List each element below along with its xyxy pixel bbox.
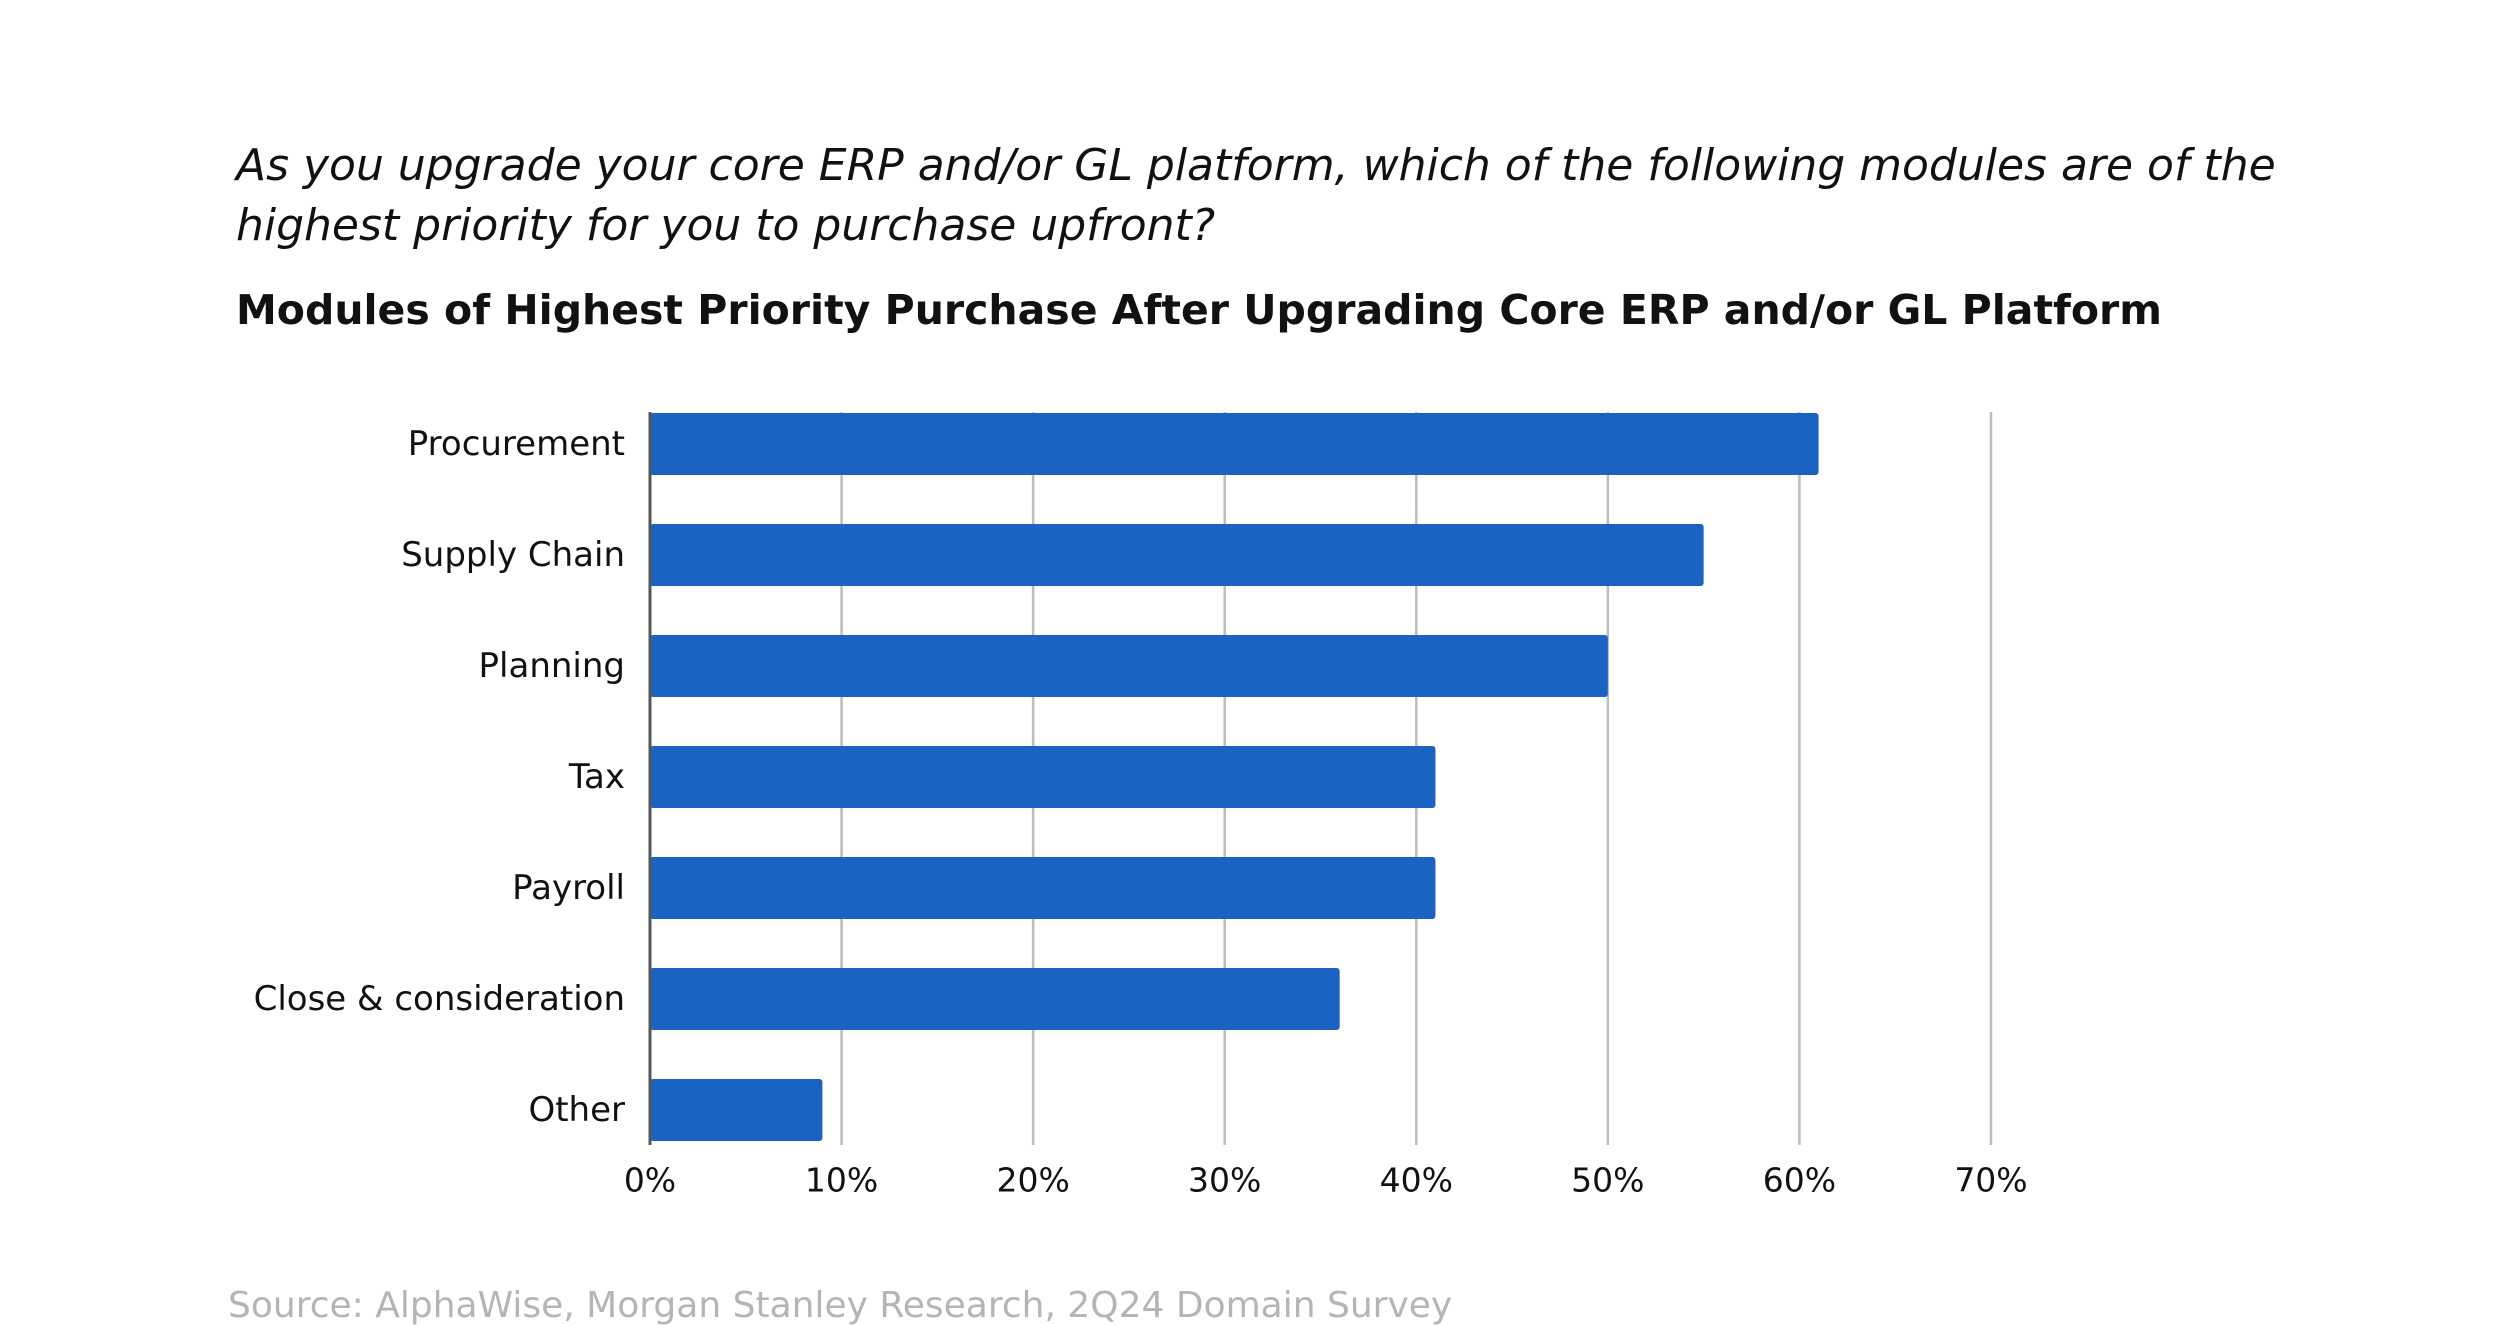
bar-tax [650, 746, 1436, 808]
survey-question: As you upgrade your core ERP and/or GL p… [236, 140, 2276, 251]
category-label: Other [528, 1090, 625, 1130]
chart-title: Modules of Highest Priority Purchase Aft… [236, 286, 2162, 334]
x-tick-label: 0% [624, 1161, 676, 1200]
category-label: Close & consideration [254, 979, 625, 1019]
x-tick-label: 60% [1763, 1161, 1836, 1200]
bar-supply-chain [650, 524, 1704, 586]
x-tick-label: 70% [1954, 1161, 2027, 1200]
category-label: Payroll [512, 868, 625, 908]
x-tick-labels: 0% 10% 20% 30% 40% 50% 60% 70% [624, 1161, 2028, 1200]
source-note: Source: AlphaWise, Morgan Stanley Resear… [228, 1285, 1453, 1326]
x-tick-label: 30% [1188, 1161, 1261, 1200]
bar-close-consideration [650, 968, 1340, 1030]
x-tick-label: 10% [805, 1161, 878, 1200]
bars [650, 413, 1819, 1141]
bar-procurement [650, 413, 1819, 475]
category-label: Planning [479, 646, 625, 686]
bar-planning [650, 635, 1608, 697]
bar-payroll [650, 857, 1436, 919]
x-tick-label: 50% [1571, 1161, 1644, 1200]
bar-other [650, 1079, 823, 1141]
category-label: Tax [568, 757, 625, 797]
category-label: Procurement [408, 424, 625, 464]
x-tick-label: 20% [996, 1161, 1069, 1200]
category-label: Supply Chain [401, 535, 625, 575]
x-tick-label: 40% [1380, 1161, 1453, 1200]
category-labels: Procurement Supply Chain Planning Tax Payrol… [254, 424, 625, 1130]
